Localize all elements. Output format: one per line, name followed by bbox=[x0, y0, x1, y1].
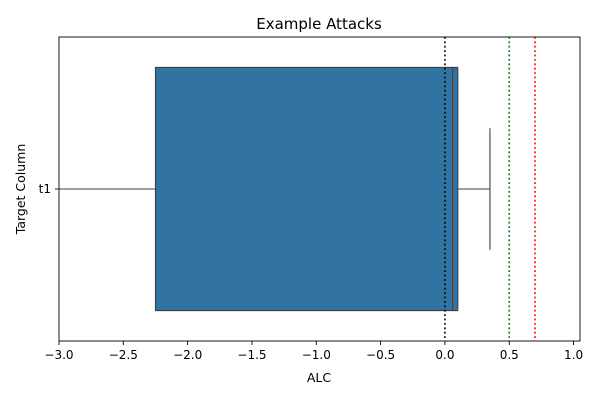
x-tick-label: 0.5 bbox=[500, 348, 519, 362]
x-axis: −3.0 −2.5 −2.0 −1.5 −1.0 −0.5 0.0 0.5 1.0 bbox=[44, 341, 583, 362]
x-tick-label: 1.0 bbox=[564, 348, 583, 362]
x-tick-label: −2.5 bbox=[109, 348, 138, 362]
x-tick-label: −1.5 bbox=[237, 348, 266, 362]
y-axis: t1 bbox=[39, 182, 59, 196]
x-tick-label: −2.0 bbox=[173, 348, 202, 362]
x-tick-label: −1.0 bbox=[302, 348, 331, 362]
x-tick-label: 0.0 bbox=[435, 348, 454, 362]
y-axis-label: Target Column bbox=[13, 144, 28, 236]
x-tick-label: −3.0 bbox=[44, 348, 73, 362]
chart-title: Example Attacks bbox=[256, 15, 382, 33]
y-tick-label: t1 bbox=[39, 182, 51, 196]
box-t1 bbox=[154, 66, 459, 312]
plot-area bbox=[59, 37, 536, 341]
x-axis-label: ALC bbox=[307, 370, 332, 385]
x-tick-label: −0.5 bbox=[366, 348, 395, 362]
